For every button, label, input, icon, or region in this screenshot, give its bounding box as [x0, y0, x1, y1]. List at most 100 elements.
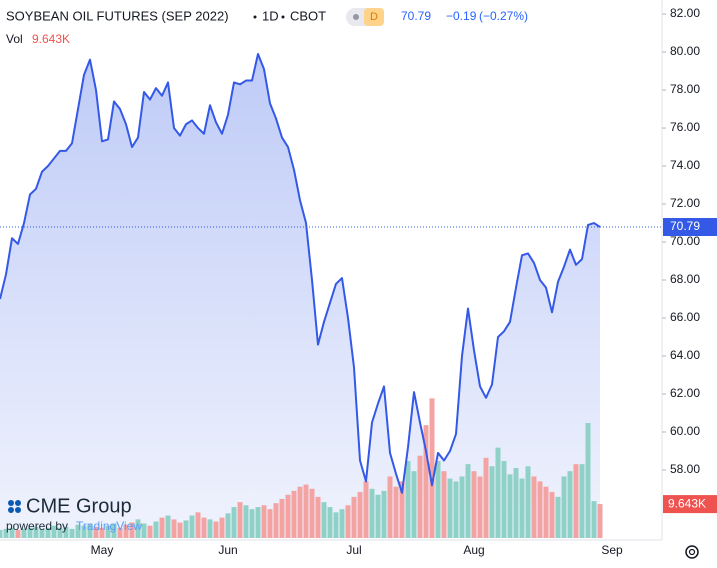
x-tick-label: Sep — [601, 543, 623, 557]
volume-bar — [555, 496, 561, 538]
last-price-box — [663, 218, 717, 237]
volume-title: Vol — [6, 32, 23, 46]
volume-bar — [429, 398, 435, 538]
volume-bar — [111, 523, 117, 538]
volume-bar — [381, 490, 387, 538]
volume-bar — [177, 522, 183, 538]
y-tick-label: 78.00 — [670, 82, 700, 96]
volume-bar — [537, 481, 543, 538]
powered-by: powered by — [6, 519, 68, 533]
volume-bar — [225, 513, 231, 538]
volume-bar — [573, 464, 579, 538]
volume-bar — [423, 425, 429, 538]
last-price: 70.79 — [401, 9, 431, 23]
separator — [253, 15, 257, 19]
y-tick-label: 64.00 — [670, 348, 700, 362]
y-tick-label: 74.00 — [670, 158, 700, 172]
volume-bar — [441, 471, 447, 538]
volume-bar — [447, 478, 453, 538]
volume-bar — [339, 509, 345, 538]
x-tick-label: May — [91, 543, 114, 557]
volume-bar — [219, 517, 225, 538]
volume-bar — [159, 517, 165, 538]
volume-bar — [105, 525, 111, 538]
volume-bar — [291, 490, 297, 538]
volume-bar — [141, 523, 147, 538]
volume-bar — [69, 528, 75, 538]
volume-bar — [459, 476, 465, 538]
settings-icon[interactable] — [685, 545, 699, 559]
volume-last: 9.643K — [32, 32, 70, 46]
platform: TradingView — [76, 519, 142, 533]
volume-bar — [123, 524, 129, 538]
volume-bar — [489, 466, 495, 538]
volume-bar — [3, 528, 9, 538]
volume-bar — [9, 527, 15, 538]
volume-bar — [471, 471, 477, 538]
volume-bar — [435, 460, 441, 538]
logo-dot — [8, 500, 14, 506]
volume-bar — [0, 529, 3, 538]
badge-text: D — [370, 11, 378, 23]
volume-bar — [147, 525, 153, 538]
y-tick-label: 68.00 — [670, 272, 700, 286]
volume-bar — [189, 515, 195, 538]
x-tick-label: Jun — [218, 543, 237, 557]
volume-bar — [15, 529, 21, 538]
volume-bar — [183, 520, 189, 538]
y-tick-label: 80.00 — [670, 44, 700, 58]
x-tick-label: Jul — [346, 543, 361, 557]
volume-bar — [279, 498, 285, 538]
volume-bar — [75, 524, 81, 538]
volume-bar — [327, 507, 333, 538]
last-price-box-label: 70.79 — [670, 219, 700, 233]
y-tick-label: 72.00 — [670, 196, 700, 210]
volume-bar — [495, 447, 501, 538]
y-tick-label: 82.00 — [670, 6, 700, 20]
volume-bar — [249, 509, 255, 538]
volume-bar — [45, 527, 51, 538]
volume-bar — [483, 457, 489, 538]
volume-bar — [579, 464, 585, 538]
volume-bar — [411, 471, 417, 538]
volume-bar — [351, 496, 357, 538]
volume-bar — [285, 494, 291, 538]
volume-bar — [297, 486, 303, 538]
volume-bar — [567, 471, 573, 538]
y-tick-label: 60.00 — [670, 424, 700, 438]
volume-bar — [39, 528, 45, 538]
volume-bar — [99, 527, 105, 538]
badge — [364, 8, 384, 26]
price-change-pct: (−0.27%) — [479, 9, 528, 23]
logo — [8, 500, 21, 513]
interval: 1D — [262, 8, 279, 23]
volume-bar — [315, 496, 321, 538]
logo-dot — [8, 507, 14, 513]
volume-bar — [171, 519, 177, 538]
area-fill — [0, 53, 600, 539]
gear-ring — [685, 545, 699, 559]
volume-bar — [357, 491, 363, 538]
volume-bar — [57, 527, 63, 538]
volume-bar — [27, 527, 33, 538]
logo-text: CME Group — [26, 495, 132, 517]
volume-bar — [525, 466, 531, 538]
volume-bar — [321, 502, 327, 538]
logo-dot — [15, 500, 21, 506]
plot-area — [0, 52, 603, 539]
volume-bar — [243, 505, 249, 538]
volume-bar — [201, 517, 207, 538]
volume-bar — [405, 460, 411, 538]
volume-box-label: 9.643K — [668, 496, 706, 510]
volume-bar — [135, 519, 141, 538]
volume-bar — [531, 476, 537, 538]
volume-bar — [375, 494, 381, 538]
y-tick-label: 66.00 — [670, 310, 700, 324]
volume-bar — [33, 526, 39, 538]
y-tick-label: 58.00 — [670, 462, 700, 476]
x-tick-label: Aug — [463, 543, 484, 557]
volume-bar — [477, 476, 483, 538]
volume-bar — [333, 512, 339, 538]
volume-bar — [81, 525, 87, 538]
